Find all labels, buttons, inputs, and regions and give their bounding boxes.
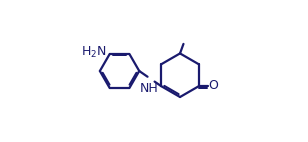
Text: O: O [209,79,219,92]
Text: H$_2$N: H$_2$N [81,45,106,60]
Text: NH: NH [140,82,159,95]
